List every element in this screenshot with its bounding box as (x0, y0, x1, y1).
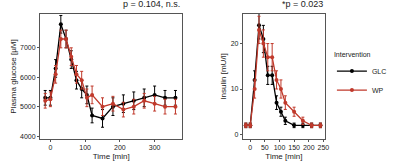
svg-text:50: 50 (261, 144, 269, 151)
svg-text:5000: 5000 (20, 103, 36, 110)
svg-text:100: 100 (79, 144, 91, 151)
svg-text:Insulin [mU/l]: Insulin [mU/l] (219, 53, 228, 99)
svg-text:250: 250 (317, 144, 329, 151)
svg-text:10: 10 (231, 85, 239, 92)
svg-text:0: 0 (235, 131, 239, 138)
svg-text:20: 20 (231, 40, 239, 47)
svg-text:4000: 4000 (20, 133, 36, 140)
svg-text:WP: WP (372, 87, 384, 94)
svg-text:7000: 7000 (20, 44, 36, 51)
svg-text:Plasma glucose [µM]: Plasma glucose [µM] (9, 39, 18, 113)
svg-text:200: 200 (114, 144, 126, 151)
svg-text:300: 300 (149, 144, 161, 151)
svg-text:0: 0 (248, 144, 252, 151)
svg-text:100: 100 (274, 144, 286, 151)
svg-text:6000: 6000 (20, 74, 36, 81)
svg-text:*p = 0.023: *p = 0.023 (282, 0, 323, 9)
svg-text:0: 0 (48, 144, 52, 151)
svg-text:Time [min]: Time [min] (93, 152, 130, 161)
svg-text:GLC: GLC (372, 68, 386, 75)
svg-text:200: 200 (303, 144, 315, 151)
svg-text:Time [min]: Time [min] (265, 152, 302, 161)
svg-text:p = 0.104, n.s.: p = 0.104, n.s. (123, 0, 180, 9)
svg-text:150: 150 (288, 144, 300, 151)
svg-text:Intervention: Intervention (334, 51, 371, 58)
